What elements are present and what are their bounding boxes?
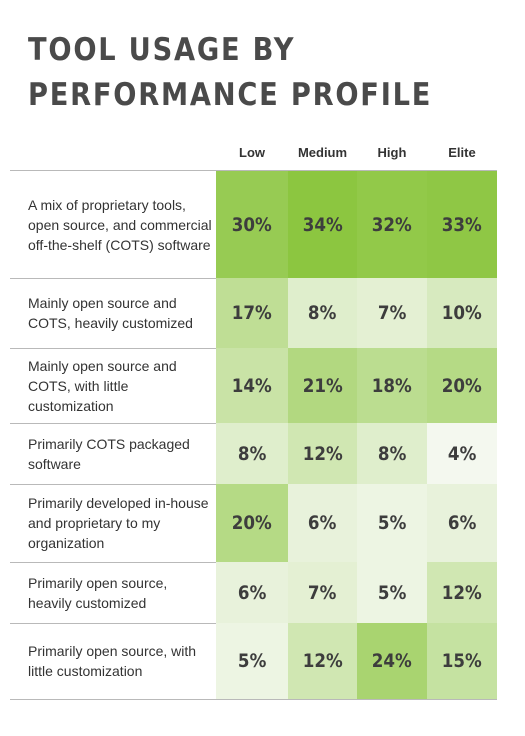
- cell-value-label: 15%: [441, 650, 483, 672]
- table-top-rule: [10, 170, 497, 171]
- cell-high: 18%: [357, 348, 427, 423]
- cell-medium: 12%: [288, 423, 357, 484]
- cell-medium: 7%: [288, 562, 357, 623]
- cell-low: 14%: [216, 348, 288, 423]
- cell-value-label: 14%: [231, 374, 273, 397]
- cell-medium: 12%: [288, 623, 357, 699]
- row-label: Primarily open source, with little custo…: [28, 643, 197, 679]
- cell-elite: 33%: [427, 171, 497, 278]
- cell-value-label: 5%: [237, 650, 267, 672]
- cell-medium: 8%: [288, 278, 357, 348]
- cell-value-label: 8%: [237, 442, 267, 465]
- row-divider: [10, 699, 497, 700]
- cell-high: 7%: [357, 278, 427, 348]
- row-label: Primarily developed in-house and proprie…: [28, 495, 209, 551]
- column-header-elite: Elite: [448, 145, 476, 160]
- cell-low: 30%: [216, 171, 288, 278]
- cell-high: 8%: [357, 423, 427, 484]
- cell-low: 5%: [216, 623, 288, 699]
- cell-high: 5%: [357, 562, 427, 623]
- cell-value-label: 21%: [302, 374, 343, 397]
- cell-value-label: 30%: [231, 213, 273, 236]
- title-line-1: TOOL USAGE BY: [28, 32, 296, 68]
- cell-value-label: 5%: [377, 581, 407, 604]
- cell-high: 5%: [357, 484, 427, 562]
- cell-medium: 6%: [288, 484, 357, 562]
- cell-value-label: 6%: [308, 512, 337, 534]
- cell-value-label: 20%: [231, 512, 273, 534]
- row-label: Mainly open source and COTS, heavily cus…: [28, 295, 193, 331]
- cell-value-label: 6%: [237, 581, 267, 604]
- cell-elite: 4%: [427, 423, 497, 484]
- cell-elite: 20%: [427, 348, 497, 423]
- cell-value-label: 6%: [447, 512, 477, 534]
- row-label: Mainly open source and COTS, with little…: [28, 357, 177, 414]
- cell-elite: 10%: [427, 278, 497, 348]
- cell-value-label: 24%: [371, 650, 413, 672]
- cell-value-label: 5%: [377, 512, 407, 534]
- cell-elite: 12%: [427, 562, 497, 623]
- column-header-medium: Medium: [297, 145, 348, 160]
- cell-value-label: 7%: [377, 302, 407, 324]
- cell-value-label: 12%: [441, 581, 483, 604]
- cell-low: 8%: [216, 423, 288, 484]
- cell-value-label: 7%: [308, 581, 337, 604]
- cell-value-label: 12%: [302, 650, 343, 672]
- row-label: Primarily COTS packaged software: [28, 435, 190, 472]
- cell-low: 6%: [216, 562, 288, 623]
- chart-title: TOOL USAGE BY PERFORMANCE PROFILE: [28, 28, 432, 118]
- cell-high: 32%: [357, 171, 427, 278]
- cell-value-label: 10%: [441, 302, 483, 324]
- cell-value-label: 12%: [302, 442, 343, 465]
- cell-elite: 15%: [427, 623, 497, 699]
- cell-value-label: 8%: [308, 302, 337, 324]
- cell-value-label: 32%: [371, 213, 413, 236]
- column-header-low: Low: [239, 145, 265, 160]
- cell-value-label: 20%: [441, 374, 483, 397]
- cell-low: 20%: [216, 484, 288, 562]
- row-label: A mix of proprietary tools, open source,…: [28, 196, 212, 253]
- cell-value-label: 8%: [377, 442, 407, 465]
- cell-elite: 6%: [427, 484, 497, 562]
- cell-value-label: 17%: [231, 302, 273, 324]
- row-label: Primarily open source, heavily customize…: [28, 574, 168, 611]
- column-header-high: High: [377, 145, 407, 160]
- cell-medium: 34%: [288, 171, 357, 278]
- cell-value-label: 34%: [302, 213, 343, 236]
- cell-value-label: 33%: [441, 213, 483, 236]
- cell-high: 24%: [357, 623, 427, 699]
- cell-medium: 21%: [288, 348, 357, 423]
- cell-low: 17%: [216, 278, 288, 348]
- title-line-2: PERFORMANCE PROFILE: [28, 77, 433, 113]
- cell-value-label: 4%: [447, 442, 477, 465]
- cell-value-label: 18%: [371, 374, 413, 397]
